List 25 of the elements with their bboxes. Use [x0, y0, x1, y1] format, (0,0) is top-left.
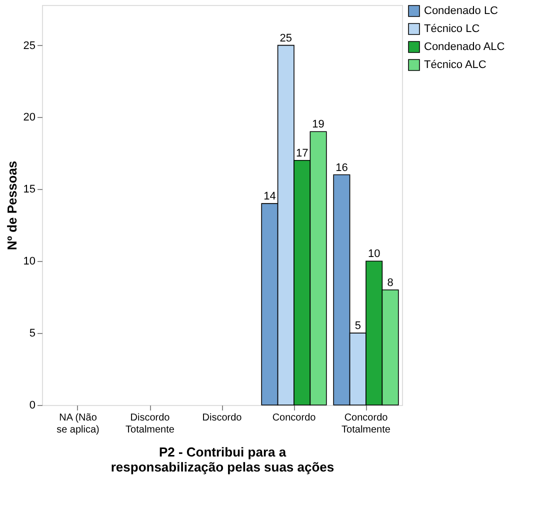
data-label: 17 — [296, 147, 308, 160]
x-axis-title: P2 - Contribui para a responsabilização pelas suas ações — [110, 444, 334, 474]
y-tick-label: 10 — [23, 256, 36, 268]
data-label: 8 — [387, 276, 394, 289]
x-tick-label: Discordo — [202, 412, 242, 424]
legend-label: Condenado LC — [424, 5, 498, 17]
data-label: 25 — [280, 32, 292, 44]
data-label: 14 — [264, 190, 276, 203]
legend-label: Condenado ALC — [424, 41, 505, 53]
data-label: 16 — [336, 162, 348, 174]
legend-label: Técnico LC — [424, 23, 480, 35]
x-tick-label: Concordo — [272, 412, 316, 424]
y-axis-title: Nº de Pessoas — [4, 160, 20, 250]
y-tick-label: 5 — [29, 328, 36, 340]
y-tick-label: 25 — [23, 40, 36, 52]
y-tick-label: 20 — [23, 112, 36, 124]
x-tick-label: Discordo Totalmente — [126, 412, 175, 436]
data-label: 10 — [368, 248, 380, 260]
data-label: 19 — [312, 118, 324, 131]
data-label: 5 — [354, 320, 361, 332]
y-tick-label: 0 — [29, 400, 36, 412]
x-tick-label: Concordo Totalmente — [342, 412, 391, 436]
legend-label: Técnico ALC — [424, 59, 486, 71]
y-tick-label: 15 — [23, 184, 36, 196]
x-tick-label: NA (Não se aplica) — [56, 412, 100, 436]
